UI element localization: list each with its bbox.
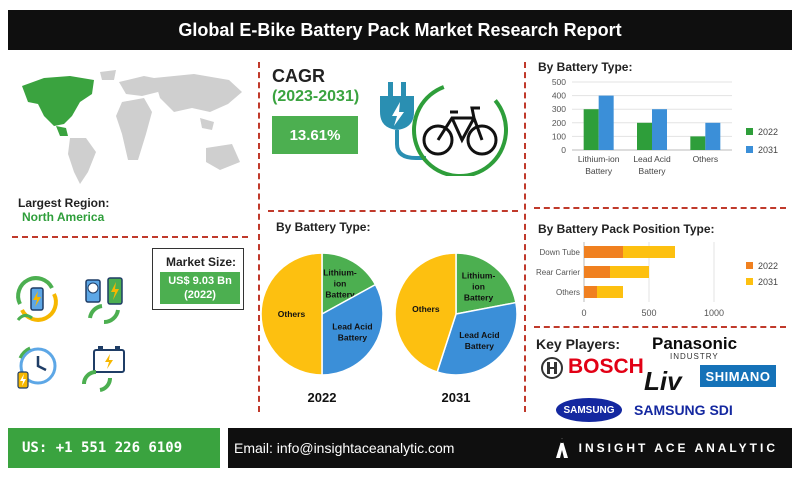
bar	[584, 266, 610, 278]
pie-section-title: By Battery Type:	[276, 220, 371, 234]
y-tick-label: 200	[552, 118, 566, 128]
pie-year-label: 2022	[308, 390, 337, 405]
bar-chart-battery-type: 0 100 200 300 400 500 Lithium-ion Battery Lead A…	[552, 77, 778, 176]
clock-charging-icon	[17, 346, 57, 389]
x-tick-label: Battery	[639, 166, 667, 176]
pie-year-label: 2031	[442, 390, 471, 405]
market-size-value-line2: (2022)	[184, 289, 216, 301]
divider-right	[524, 62, 526, 412]
samsung-sdi-logo: SAMSUNG SDI	[634, 402, 733, 418]
x-tick-label: Lead Acid	[633, 154, 671, 164]
divider-left	[258, 62, 260, 412]
y-tick-label: 100	[552, 131, 566, 141]
battery-charging-icon	[85, 277, 123, 324]
legend-label: 2031	[758, 277, 778, 287]
y-tick-label: Down Tube	[540, 248, 581, 257]
market-size-value-line1: US$ 9.03 Bn	[168, 275, 232, 287]
pie-slice	[394, 252, 457, 373]
pie-slice-label: Lithium-ion Battery	[462, 271, 496, 303]
bar	[584, 246, 623, 258]
bar-chart-position-type: 0 500 1000 Down Tube Rear Carrier Others 2022 2…	[536, 242, 778, 318]
bar	[584, 286, 597, 298]
y-tick-label: Rear Carrier	[536, 268, 580, 277]
market-size-card	[152, 248, 244, 310]
pie-slice	[321, 283, 384, 376]
market-size-value: US$ 9.03 Bn (2022)	[160, 272, 240, 304]
samsung-logo: SAMSUNG	[556, 398, 622, 422]
y-tick-label: 500	[552, 77, 566, 87]
panasonic-industry-text: INDUSTRY	[670, 352, 719, 361]
pie-slice-label: Others	[412, 304, 440, 314]
footer-phone[interactable]: US: +1 551 226 6109	[8, 428, 220, 468]
y-tick-label: 0	[561, 145, 566, 155]
bar	[610, 266, 649, 278]
bosch-logo: BOSCH	[568, 355, 644, 378]
y-tick-label: Others	[556, 288, 580, 297]
bar	[597, 286, 623, 298]
legend-label: 2031	[758, 145, 778, 155]
world-map-icon	[22, 70, 242, 184]
bar-chart-2-title: By Battery Pack Position Type:	[538, 222, 715, 236]
cagr-period: (2023-2031)	[272, 88, 360, 105]
insightace-logo-icon	[555, 438, 568, 458]
report-title: Global E-Bike Battery Pack Market Resear…	[8, 10, 792, 50]
footer-email[interactable]: Email: info@insightaceanalytic.com	[234, 440, 455, 456]
pie-slice	[260, 252, 323, 376]
bar	[652, 109, 667, 150]
panasonic-logo: Panasonic	[652, 334, 738, 353]
pie-slice	[321, 252, 377, 316]
footer-brand: INSIGHT ACE ANALYTIC	[555, 437, 778, 459]
x-tick-label: 1000	[704, 308, 724, 318]
x-tick-label: Others	[693, 154, 719, 164]
footer-bar: Email: info@insightaceanalytic.com INSIG…	[228, 428, 792, 468]
bar-chart-1-title: By Battery Type:	[538, 60, 633, 74]
footer-brand-text: INSIGHT ACE ANALYTIC	[578, 441, 778, 455]
x-tick-label: Battery	[585, 166, 613, 176]
bar	[705, 122, 721, 150]
plug-icon	[380, 82, 426, 160]
y-tick-label: 400	[552, 91, 566, 101]
legend-swatch	[746, 128, 753, 135]
divider-left-horizontal	[12, 236, 248, 238]
pie-charts: Lithium-ion Battery Lead Acid Battery Others…	[260, 252, 518, 405]
pie-slice	[436, 301, 518, 376]
divider-middle-horizontal	[268, 210, 518, 212]
pie-slice-label: Lead Acid Battery	[459, 330, 499, 351]
liv-logo: Liv	[644, 366, 682, 396]
key-players-title: Key Players:	[536, 336, 621, 352]
bar	[583, 109, 599, 150]
shimano-logo: SHIMANO	[700, 365, 776, 387]
bar	[598, 95, 614, 150]
cagr-value: 13.61%	[272, 116, 358, 154]
bar	[690, 136, 706, 150]
pie-slice	[455, 252, 517, 315]
x-tick-label: 500	[641, 308, 656, 318]
legend-swatch	[746, 146, 753, 153]
bar	[623, 246, 675, 258]
legend-swatch	[746, 262, 753, 269]
bosch-logo-icon	[541, 357, 563, 379]
legend-label: 2022	[758, 127, 778, 137]
legend-label: 2022	[758, 261, 778, 271]
bicycle-icon	[422, 106, 498, 156]
divider-right-horizontal-2	[534, 326, 786, 328]
x-tick-label: 0	[581, 308, 586, 318]
pie-slice-label: Lead Acid Battery	[332, 322, 372, 343]
cagr-label: CAGR	[272, 66, 325, 86]
battery-recycle-icon	[16, 276, 58, 322]
largest-region-label: Largest Region:	[18, 196, 110, 210]
cagr-illustration	[380, 82, 508, 176]
pie-slice-label: Lithium-ion Battery	[323, 268, 357, 300]
legend-swatch	[746, 278, 753, 285]
market-size-label: Market Size:	[166, 255, 237, 269]
pie-slice-label: Others	[278, 309, 306, 319]
battery-refresh-icon	[82, 346, 125, 392]
y-tick-label: 300	[552, 104, 566, 114]
bar	[637, 122, 652, 150]
largest-region-value: North America	[22, 210, 105, 224]
x-tick-label: Lithium-ion	[578, 154, 620, 164]
divider-right-horizontal-1	[534, 207, 786, 209]
